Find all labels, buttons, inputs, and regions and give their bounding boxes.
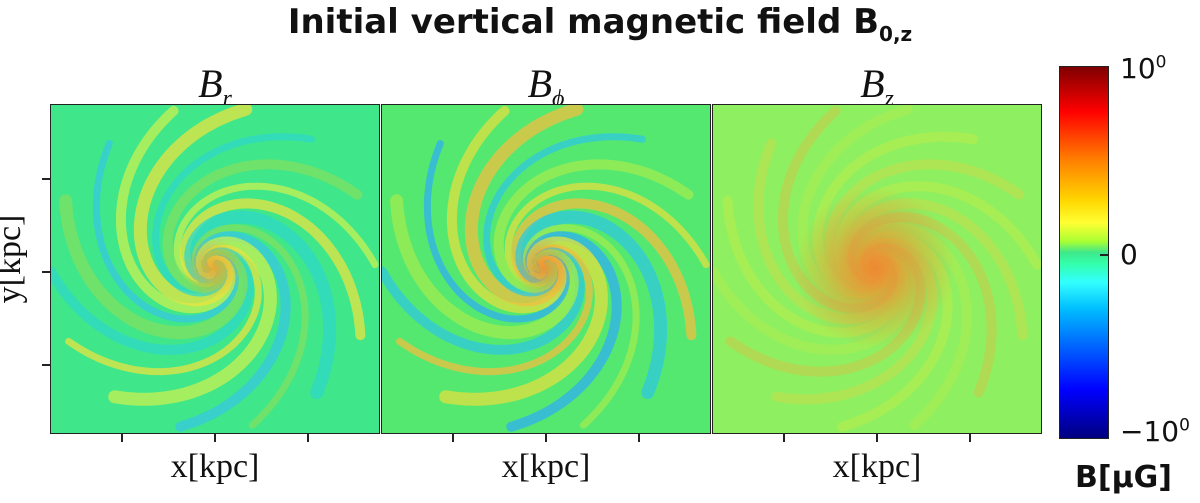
x-tick — [214, 434, 216, 442]
chart-title: Initial vertical magnetic field B0,z — [287, 2, 913, 46]
x-tick — [783, 434, 785, 442]
x-tick — [969, 434, 971, 442]
heatmap-bphi-image — [382, 105, 710, 433]
x-tick — [307, 434, 309, 442]
x-tick — [638, 434, 640, 442]
x-tick — [545, 434, 547, 442]
x-axis-label-br: x[kpc] — [170, 448, 260, 485]
y-tick — [42, 271, 50, 273]
colorbar-tick-label-max: 100 — [1120, 52, 1167, 85]
colorbar-label: B[μG] — [1075, 460, 1172, 495]
heatmap-panel-br — [50, 104, 380, 434]
heatmap-bz-image — [713, 105, 1041, 433]
y-tick — [42, 364, 50, 366]
x-tick — [452, 434, 454, 442]
colorbar-tick — [1100, 254, 1109, 256]
panel-title-bphi: Bϕ — [527, 61, 565, 112]
x-tick — [876, 434, 878, 442]
heatmap-panel-bz — [712, 104, 1042, 434]
panel-title-bz: Bz — [860, 61, 894, 112]
colorbar — [1059, 66, 1109, 439]
panel-title-br: Br — [198, 61, 232, 112]
x-axis-label-bz: x[kpc] — [832, 448, 922, 485]
y-axis-label: y[kpc] — [0, 214, 28, 304]
colorbar-tick-label-zero: 0 — [1120, 238, 1138, 271]
colorbar-tick-label-min: −100 — [1120, 415, 1190, 448]
heatmap-br-image — [51, 105, 379, 433]
y-tick — [42, 178, 50, 180]
x-tick — [121, 434, 123, 442]
heatmap-panel-bphi — [381, 104, 711, 434]
x-axis-label-bphi: x[kpc] — [501, 448, 591, 485]
